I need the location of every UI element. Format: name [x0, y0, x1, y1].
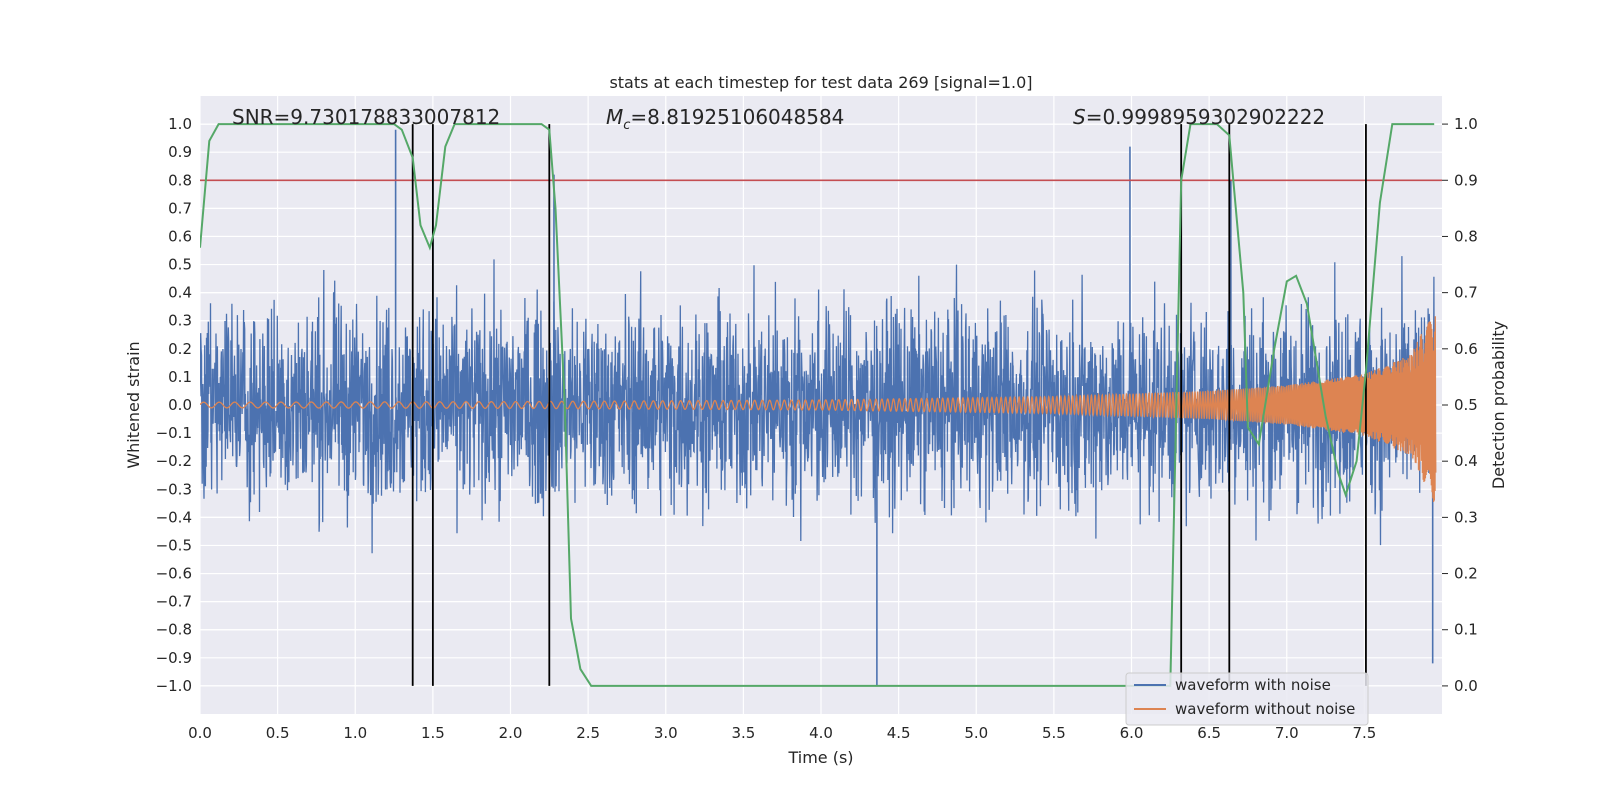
y-tick-label-left: 1.0 [168, 115, 192, 133]
x-tick-label: 1.5 [421, 724, 445, 742]
legend-label-clean: waveform without noise [1175, 700, 1355, 718]
y-tick-label-right: 0.0 [1454, 677, 1478, 695]
x-tick-label: 0.5 [266, 724, 290, 742]
x-tick-label: 5.0 [964, 724, 988, 742]
y-tick-label-left: 0.3 [168, 312, 192, 330]
y-tick-label-left: 0.5 [168, 256, 192, 274]
y-tick-label-left: 0.9 [168, 143, 192, 161]
y-tick-label-left: −0.1 [156, 424, 192, 442]
y-tick-label-right: 0.1 [1454, 621, 1478, 639]
x-tick-label: 4.0 [809, 724, 833, 742]
x-tick-label: 0.0 [188, 724, 212, 742]
y-axis-left-label: Whitened strain [124, 341, 143, 468]
y-tick-label-right: 0.7 [1454, 284, 1478, 302]
y-tick-label-left: −0.3 [156, 480, 192, 498]
y-tick-label-left: 0.1 [168, 368, 192, 386]
y-tick-label-left: 0.2 [168, 340, 192, 358]
y-axis-left-ticks: 1.0 0.9 0.8 0.7 0.6 0.5 0.4 0.3 0.2 0.1 0.0 −0.1 −0.… [156, 115, 192, 695]
x-tick-label: 5.5 [1042, 724, 1066, 742]
chart-title: stats at each timestep for test data 269… [609, 73, 1032, 92]
chirp-mass-symbol: M [606, 105, 623, 129]
chirp-mass-value: =8.81925106048584 [630, 105, 844, 129]
y-tick-label-right: 0.9 [1454, 171, 1478, 189]
s-symbol: S [1073, 105, 1086, 129]
y-tick-label-left: 0.8 [168, 171, 192, 189]
y-tick-label-right: 0.6 [1454, 340, 1478, 358]
x-tick-label: 6.0 [1120, 724, 1144, 742]
y-axis-right-ticks: 1.0 0.9 0.8 0.7 0.6 0.5 0.4 0.3 0.2 0.1 0.0 [1442, 115, 1478, 695]
x-tick-label: 6.5 [1197, 724, 1221, 742]
x-axis-label: Time (s) [787, 748, 853, 767]
legend: waveform with noise waveform without noi… [1125, 672, 1369, 726]
y-tick-label-right: 1.0 [1454, 115, 1478, 133]
x-tick-label: 7.5 [1352, 724, 1376, 742]
y-tick-label-right: 0.5 [1454, 396, 1478, 414]
x-tick-label: 7.0 [1275, 724, 1299, 742]
legend-label-noise: waveform with noise [1175, 676, 1331, 694]
y-tick-label-left: −1.0 [156, 677, 192, 695]
y-tick-label-left: −0.8 [156, 621, 192, 639]
x-tick-label: 4.5 [887, 724, 911, 742]
y-tick-label-right: 0.4 [1454, 452, 1478, 470]
y-tick-label-left: 0.0 [168, 396, 192, 414]
y-tick-label-left: 0.7 [168, 199, 192, 217]
y-tick-label-left: 0.4 [168, 284, 192, 302]
s-value: =0.9998959302902222 [1086, 105, 1325, 129]
chirp-mass-annotation: Mc=8.81925106048584 [606, 105, 844, 133]
x-tick-label: 2.5 [576, 724, 600, 742]
y-tick-label-right: 0.3 [1454, 508, 1478, 526]
y-tick-label-left: −0.4 [156, 508, 192, 526]
y-tick-label-right: 0.2 [1454, 565, 1478, 583]
chirp-mass-subscript: c [623, 118, 630, 133]
s-annotation: S=0.9998959302902222 [1073, 105, 1325, 129]
y-tick-label-right: 0.8 [1454, 227, 1478, 245]
y-tick-label-left: −0.6 [156, 565, 192, 583]
x-tick-label: 1.0 [343, 724, 367, 742]
x-tick-label: 2.0 [499, 724, 523, 742]
x-axis-ticks: 0.0 0.5 1.0 1.5 2.0 2.5 3.0 3.5 4.0 4.5 5.0 5.5 6.0 6… [188, 724, 1376, 742]
snr-annotation: SNR=9.730178833007812 [232, 105, 500, 129]
y-tick-label-left: −0.7 [156, 593, 192, 611]
y-tick-label-left: −0.9 [156, 649, 192, 667]
legend-box [1125, 672, 1369, 726]
y-axis-right-label: Detection probability [1489, 321, 1508, 489]
y-tick-label-left: −0.5 [156, 536, 192, 554]
y-tick-label-left: 0.6 [168, 227, 192, 245]
x-tick-label: 3.0 [654, 724, 678, 742]
y-tick-label-left: −0.2 [156, 452, 192, 470]
x-tick-label: 3.5 [731, 724, 755, 742]
